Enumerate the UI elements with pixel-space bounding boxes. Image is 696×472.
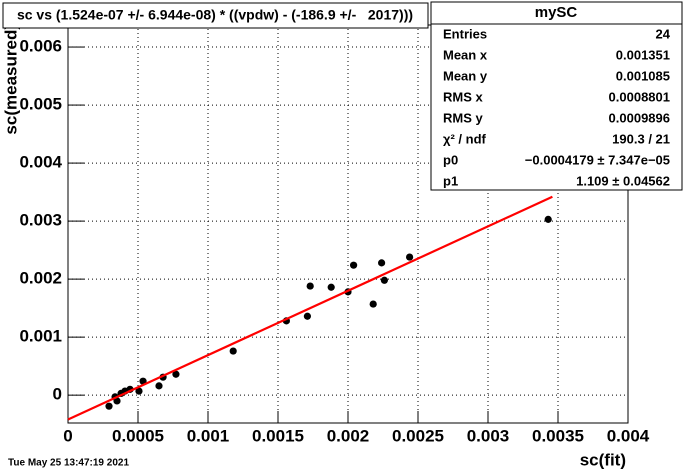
stats-label: p0 [443, 152, 458, 167]
point [306, 282, 314, 290]
x-tick-label: 0 [63, 426, 72, 445]
y-tick-label: 0 [53, 385, 62, 404]
x-tick-label: 0.0005 [112, 426, 164, 445]
point [378, 259, 386, 267]
y-tick-label: 0.004 [19, 153, 62, 172]
point [350, 261, 358, 269]
point [105, 402, 113, 410]
point [406, 253, 414, 261]
point [327, 283, 335, 291]
point [113, 397, 121, 405]
point [303, 312, 311, 320]
point [369, 300, 377, 308]
stats-value: 0.001085 [616, 68, 670, 83]
title-box [2, 2, 429, 29]
x-tick-label: 0.003 [467, 426, 510, 445]
y-axis-title: sc(measured) [1, 24, 20, 135]
point [380, 276, 388, 284]
x-tick-label: 0.002 [327, 426, 370, 445]
x-axis-title: sc(fit) [580, 450, 626, 469]
point [172, 370, 180, 378]
timestamp: Tue May 25 13:47:19 2021 [8, 458, 129, 469]
point [135, 387, 143, 395]
stats-value: 190.3 / 21 [612, 131, 670, 146]
y-tick-label: 0.006 [19, 37, 62, 56]
y-tick-label: 0.002 [19, 269, 62, 288]
stats-label: Mean x [443, 47, 488, 62]
stats-label: RMS x [443, 89, 484, 104]
fit-line [67, 195, 553, 421]
point [544, 215, 552, 223]
y-tick-label: 0.001 [19, 327, 62, 346]
stats-value: −0.0004179 ± 7.347e−05 [525, 152, 670, 167]
y-tick-label: 0.005 [19, 95, 62, 114]
stats-value: 24 [656, 26, 671, 41]
x-tick-label: 0.0015 [252, 426, 304, 445]
point [155, 382, 163, 390]
stats-box [430, 1, 683, 191]
x-tick-label: 0.0025 [392, 426, 444, 445]
stats-value: 1.109 ± 0.04562 [576, 173, 670, 188]
stats-value: 0.001351 [616, 47, 670, 62]
y-tick-label: 0.003 [19, 211, 62, 230]
chart-title: sc vs (1.524e-07 +/- 6.944e-08) * ((vpdw… [17, 7, 413, 23]
point [229, 347, 237, 355]
stats-label: Entries [443, 26, 487, 41]
stats-value: 0.0008801 [609, 89, 670, 104]
x-tick-label: 0.004 [607, 426, 650, 445]
stats-label: p1 [443, 173, 458, 188]
stats-title: mySC [535, 4, 578, 21]
stats-value: 0.0009896 [609, 110, 670, 125]
stats-label: Mean y [443, 68, 488, 83]
stats-label: χ² / ndf [443, 131, 487, 146]
stats-label: RMS y [443, 110, 484, 125]
x-tick-label: 0.0035 [532, 426, 584, 445]
x-tick-label: 0.001 [187, 426, 230, 445]
